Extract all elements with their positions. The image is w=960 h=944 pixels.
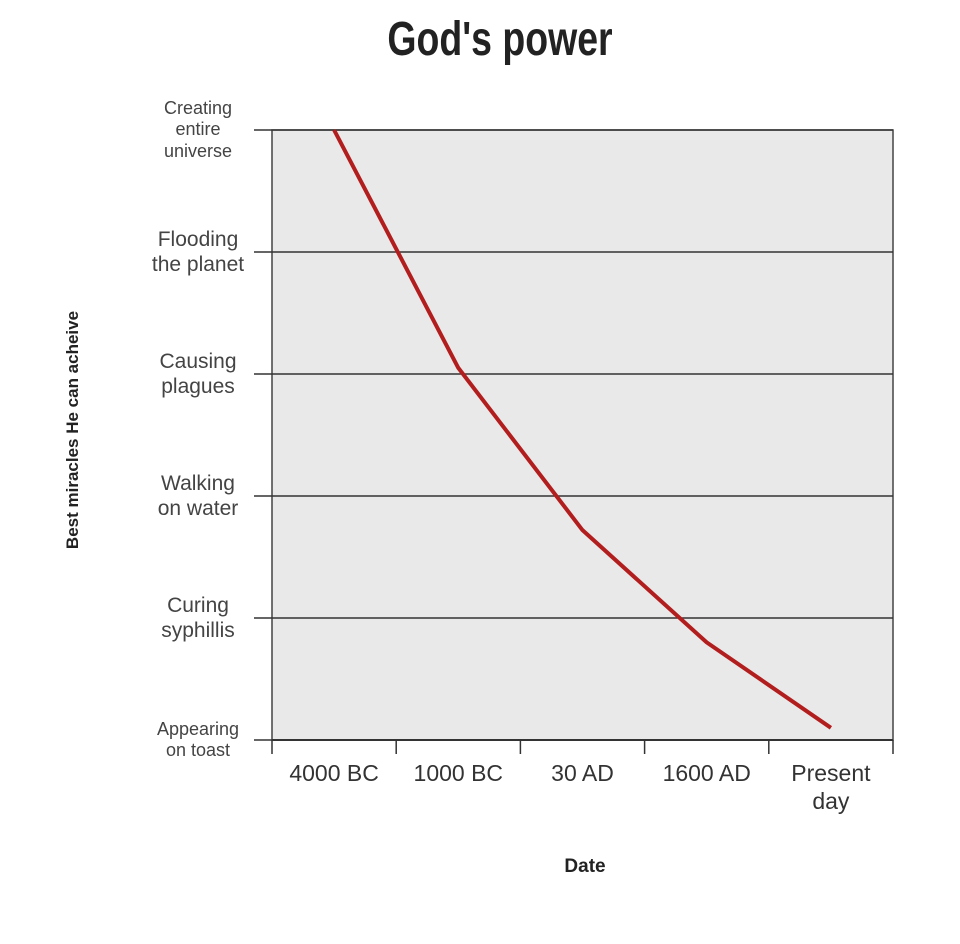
plot-area (271, 129, 894, 741)
x-tick-label: 1600 AD (662, 760, 751, 786)
y-tick-label: Appearing on toast (156, 718, 240, 761)
y-tick-label: Walking on water (157, 472, 239, 521)
x-tick-label: 4000 BC (289, 760, 379, 786)
y-tick-label: Causing plagues (159, 350, 237, 399)
x-tick-label: 30 AD (551, 760, 614, 786)
x-axis-title: Date (564, 856, 606, 877)
x-tick-label: 1000 BC (413, 760, 504, 786)
data-line (332, 129, 833, 730)
y-tick-label: Curing syphillis (161, 594, 235, 643)
y-tick-label: Creating entire universe (163, 97, 233, 161)
y-tick-label: Flooding the planet (151, 228, 245, 277)
chart-title: God's power (387, 13, 613, 66)
y-axis-title: Best miracles He can acheive (63, 310, 82, 550)
x-tick-label: Present day (791, 760, 871, 814)
